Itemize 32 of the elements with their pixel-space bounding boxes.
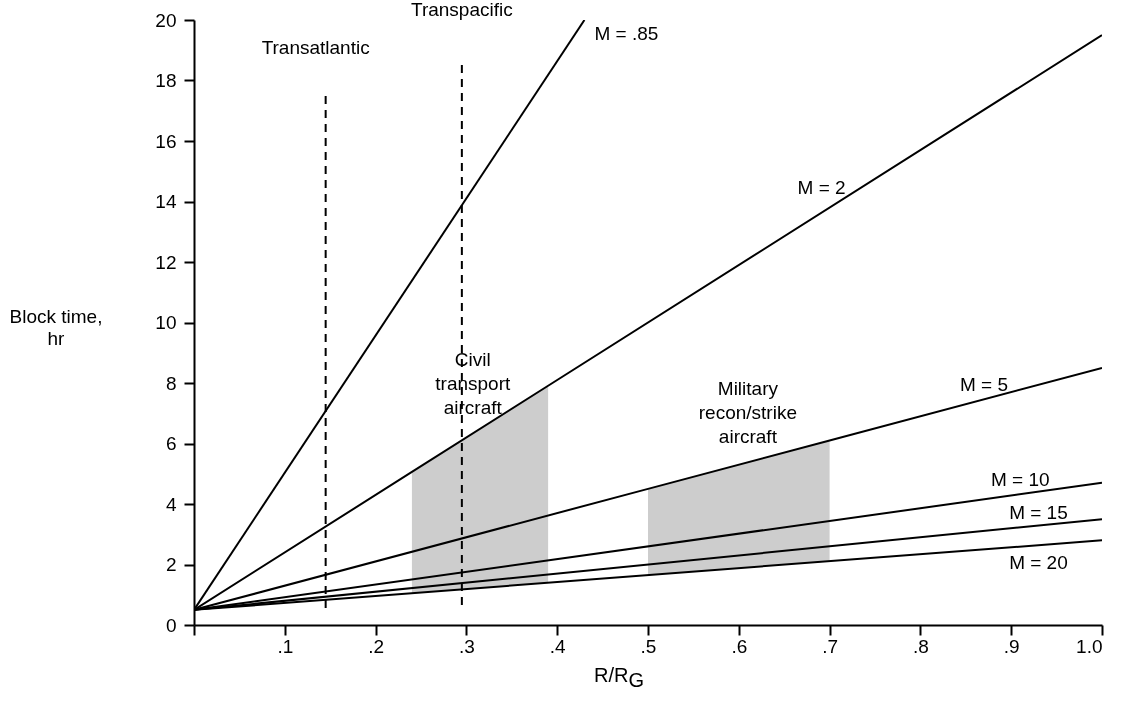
x-tick-label: .8 (912, 635, 929, 657)
y-tick-label: 14 (155, 191, 177, 212)
y-tick-label: 20 (155, 9, 177, 31)
annotation: Civil transport aircraft (435, 349, 511, 419)
x-tick-label: 1.0 (1076, 635, 1103, 657)
ref-line-label: Transatlantic (261, 37, 370, 58)
x-tick-label: .9 (1003, 635, 1020, 657)
y-tick-label: 0 (165, 614, 177, 636)
y-tick-label: 4 (165, 493, 177, 515)
x-tick-label: .6 (731, 635, 748, 657)
y-tick-label: 18 (155, 70, 177, 91)
y-tick-label: 2 (165, 554, 177, 575)
series-label: M = .85 (594, 23, 659, 44)
y-tick-label: 12 (155, 251, 177, 273)
x-tick-label: .5 (640, 635, 657, 657)
y-axis-title: Block time, hr (8, 306, 104, 350)
series-label: M = 20 (1009, 552, 1068, 574)
annotation: Military recon/strike aircraft (698, 378, 797, 448)
ref-line-label: Transpacific (411, 0, 513, 20)
y-tick-label: 6 (165, 433, 177, 454)
x-tick-label: .7 (822, 635, 839, 657)
y-tick-label: 8 (165, 372, 177, 394)
series-label: M = 10 (990, 469, 1050, 491)
series-label: M = 2 (797, 176, 846, 198)
series-label: M = 5 (959, 374, 1008, 396)
series-label: M = 15 (1009, 502, 1068, 524)
x-tick-label: .3 (458, 635, 475, 657)
x-tick-label: .2 (368, 635, 385, 657)
x-tick-label: .4 (549, 635, 567, 657)
y-tick-label: 10 (155, 312, 177, 333)
y-tick-label: 16 (155, 130, 177, 152)
x-tick-label: .1 (277, 635, 294, 657)
